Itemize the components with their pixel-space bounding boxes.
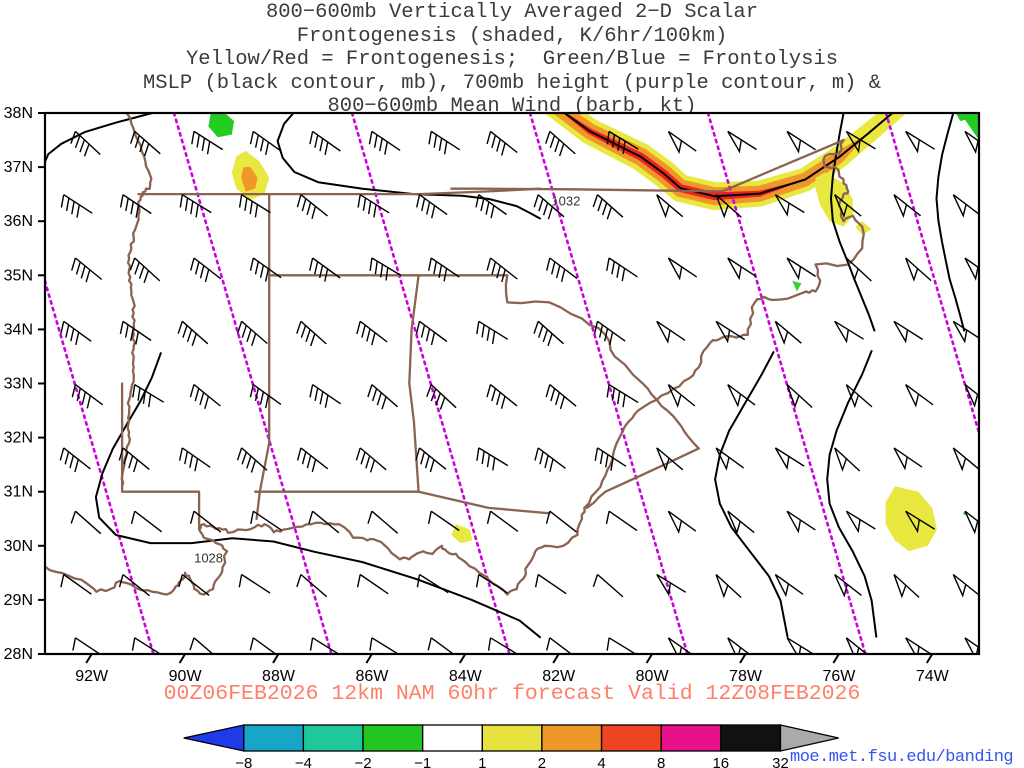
svg-text:32N: 32N (4, 430, 33, 447)
svg-text:−8: −8 (235, 755, 252, 768)
svg-text:16: 16 (712, 755, 729, 768)
svg-text:31N: 31N (4, 484, 33, 501)
svg-text:−1: −1 (414, 755, 431, 768)
svg-text:−2: −2 (354, 755, 371, 768)
svg-text:2: 2 (538, 755, 546, 768)
svg-text:−4: −4 (295, 755, 312, 768)
svg-text:35N: 35N (4, 267, 33, 284)
svg-text:37N: 37N (4, 159, 33, 176)
svg-text:36N: 36N (4, 213, 33, 230)
svg-text:29N: 29N (4, 592, 33, 609)
svg-text:8: 8 (657, 755, 665, 768)
svg-text:1032: 1032 (551, 193, 580, 208)
svg-text:4: 4 (597, 755, 605, 768)
svg-text:33N: 33N (4, 376, 33, 393)
svg-text:28N: 28N (4, 646, 33, 663)
svg-text:38N: 38N (4, 105, 33, 122)
svg-text:1: 1 (478, 755, 486, 768)
svg-text:1028: 1028 (194, 550, 223, 565)
svg-text:34N: 34N (4, 321, 33, 338)
svg-text:32: 32 (772, 755, 789, 768)
svg-text:30N: 30N (4, 538, 33, 555)
